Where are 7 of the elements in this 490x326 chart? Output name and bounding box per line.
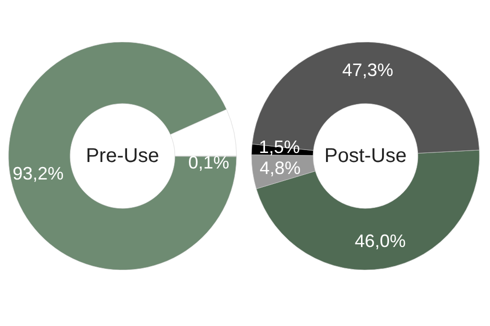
data-label: 0,1% (188, 152, 230, 172)
data-label: 4,8% (260, 158, 301, 178)
data-label: 47,3% (342, 60, 394, 80)
data-label: 46,0% (354, 230, 406, 251)
data-label: 93,2% (12, 164, 64, 184)
text: Post-Use (324, 145, 407, 167)
text: Pre-Use (86, 145, 160, 167)
